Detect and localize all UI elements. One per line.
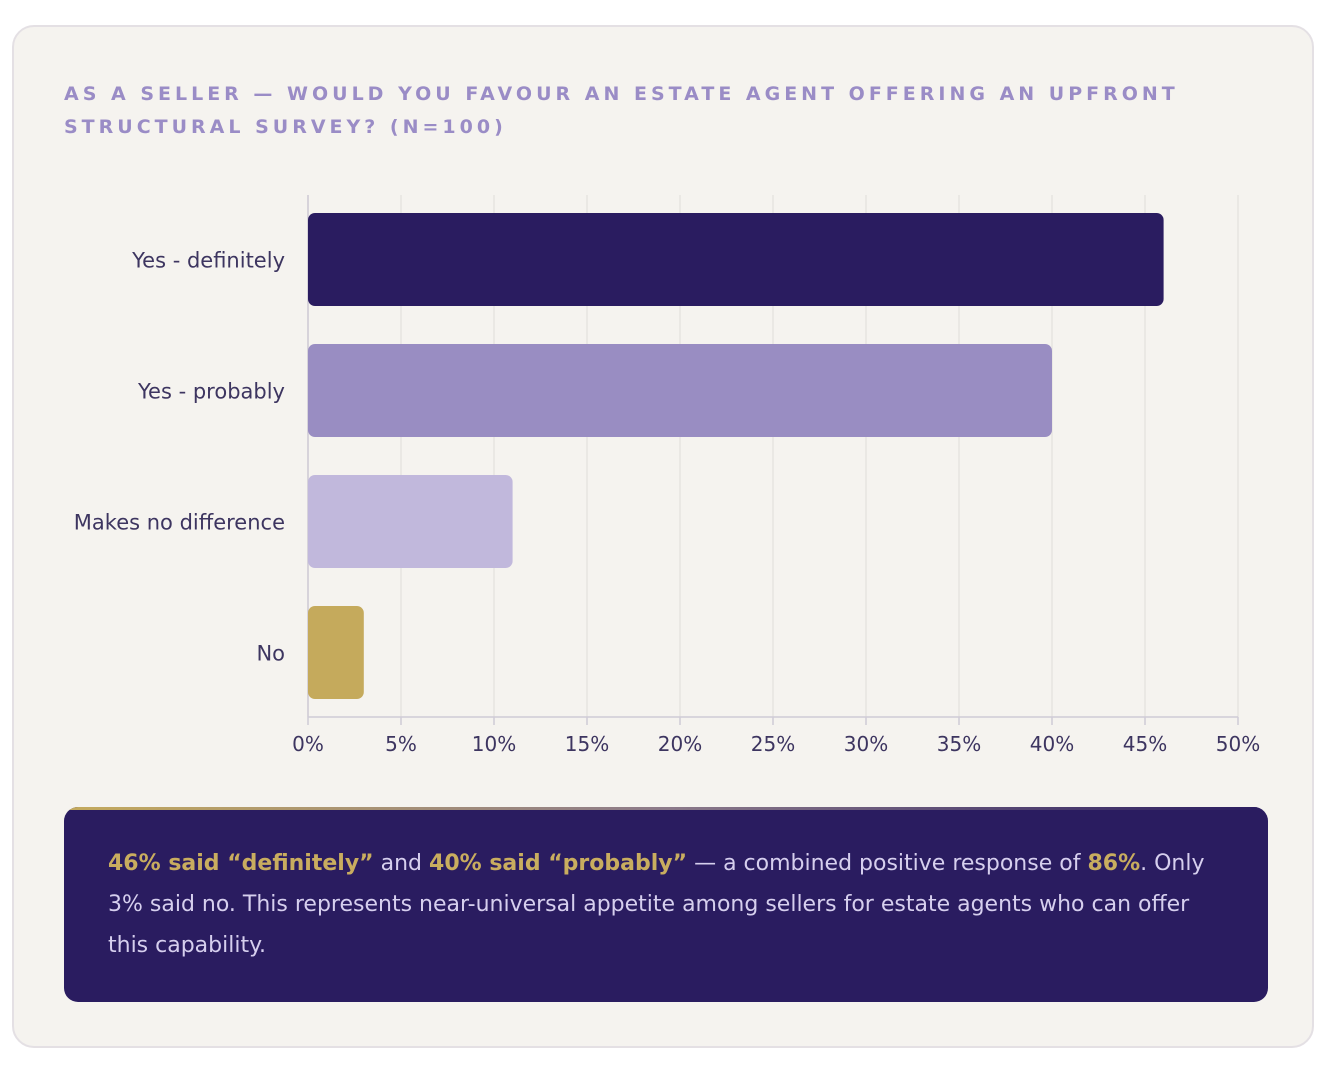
bar-makes-no-difference bbox=[308, 475, 513, 568]
y-category-label: Yes - probably bbox=[137, 380, 285, 404]
y-category-label: Yes - definitely bbox=[131, 249, 285, 273]
callout-text-rest: . Only 3% said no. This represents near-… bbox=[108, 851, 1205, 958]
y-category-label: Makes no difference bbox=[74, 511, 285, 535]
x-tick-label: 15% bbox=[565, 732, 609, 756]
x-tick-label: 30% bbox=[844, 732, 888, 756]
callout-highlight-probably: 40% said “probably” bbox=[429, 851, 688, 876]
x-tick-label: 20% bbox=[658, 732, 702, 756]
callout-highlight-total: 86% bbox=[1087, 851, 1141, 876]
callout-accent-line bbox=[64, 807, 1268, 810]
bar-chart: 0% 5% 10% 15% 20% 25% 30% 35% 40% 45% 50% Yes - def… bbox=[74, 195, 1260, 756]
x-tick-label: 35% bbox=[937, 732, 981, 756]
bar-no bbox=[308, 606, 364, 699]
x-tick-label: 10% bbox=[472, 732, 516, 756]
x-tick-label: 5% bbox=[385, 732, 417, 756]
chart-title: As a seller — would you favour an estate… bbox=[64, 83, 1179, 138]
callout-text: 46% said “definitely” and 40% said “prob… bbox=[108, 843, 1224, 966]
callout-text-and: and bbox=[373, 851, 430, 876]
x-tick-label: 0% bbox=[292, 732, 324, 756]
x-tick-label: 25% bbox=[751, 732, 795, 756]
x-tick-label: 45% bbox=[1123, 732, 1167, 756]
bar-yes-probably bbox=[308, 344, 1052, 437]
callout-text-combined: — a combined positive response of bbox=[687, 851, 1088, 876]
chart-card: As a seller — would you favour an estate… bbox=[12, 25, 1314, 1048]
summary-callout: 46% said “definitely” and 40% said “prob… bbox=[64, 807, 1268, 1002]
y-category-label: No bbox=[256, 642, 285, 666]
callout-highlight-definitely: 46% said “definitely” bbox=[108, 851, 374, 876]
bar-yes-definitely bbox=[308, 213, 1164, 306]
x-tick-label: 50% bbox=[1216, 732, 1260, 756]
x-tick-label: 40% bbox=[1030, 732, 1074, 756]
